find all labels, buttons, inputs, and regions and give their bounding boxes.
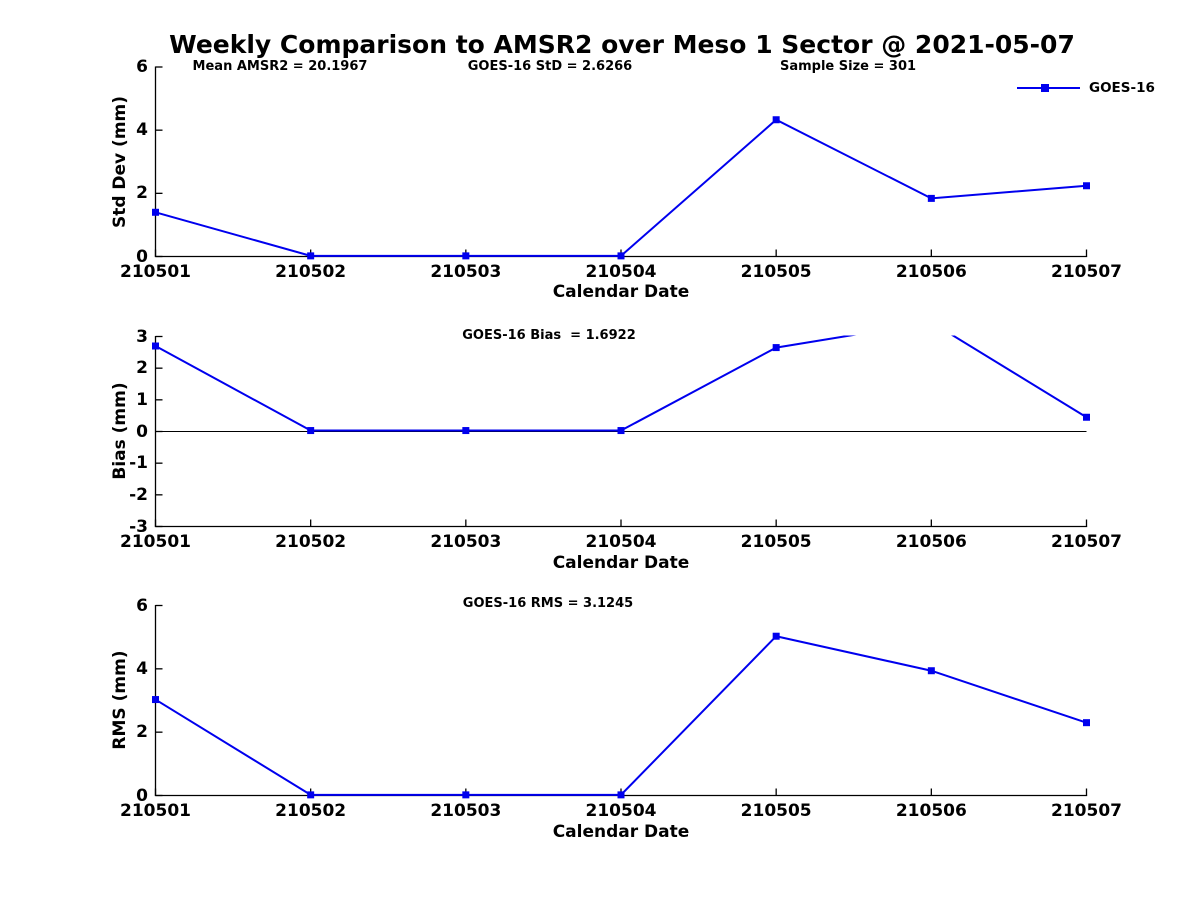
- x-tick-label: 210505: [740, 261, 812, 282]
- y-tick-label: 0: [136, 246, 148, 267]
- x-tick-label: 210506: [895, 531, 967, 552]
- y-tick-label: 6: [136, 57, 148, 77]
- x-tick-label: 210501: [120, 531, 191, 552]
- legend-line-marker-icon: [1017, 84, 1080, 92]
- x-tick-label: 210504: [585, 800, 657, 821]
- y-tick-label: 2: [136, 358, 148, 379]
- x-tick-label: 210507: [1051, 531, 1122, 552]
- x-axis-label-1: Calendar Date: [552, 282, 690, 302]
- data-point-marker: [772, 344, 780, 352]
- data-point-marker: [772, 632, 780, 640]
- annotation-goes16-bias: GOES-16 Bias = 1.6922: [462, 328, 636, 343]
- y-tick-label: 6: [136, 595, 148, 616]
- x-tick-label: 210503: [430, 261, 502, 282]
- y-tick-label: 1: [136, 389, 148, 410]
- x-tick-label: 210506: [895, 261, 967, 282]
- legend-label: GOES-16: [1089, 80, 1155, 96]
- series-line-goes-16: [154, 635, 1087, 796]
- legend: GOES-16: [1016, 80, 1155, 96]
- x-tick-label: 210505: [740, 800, 812, 821]
- y-tick-label: 0: [136, 785, 148, 806]
- x-tick-label: 210506: [895, 800, 967, 821]
- data-point-marker: [617, 791, 625, 799]
- x-axis-label-3: Calendar Date: [552, 822, 690, 842]
- y-tick-label: 3: [136, 326, 148, 347]
- x-tick-label: 210501: [120, 261, 191, 282]
- x-tick-label: 210503: [430, 531, 502, 552]
- x-tick-label: 210505: [740, 531, 812, 552]
- data-point-marker: [772, 116, 780, 124]
- y-tick-label: 4: [136, 120, 148, 141]
- x-tick-label: 210504: [585, 261, 657, 282]
- data-point-marker: [1083, 719, 1090, 727]
- data-point-marker: [307, 791, 315, 799]
- data-point-marker: [152, 342, 159, 350]
- subplot-2: [152, 335, 1090, 528]
- data-point-marker: [307, 427, 315, 435]
- data-point-marker: [462, 427, 470, 435]
- y-tick-label: 2: [136, 722, 148, 743]
- x-tick-label: 210507: [1051, 800, 1122, 821]
- x-tick-label: 210507: [1051, 261, 1122, 282]
- y-tick-label: 2: [136, 183, 148, 204]
- data-point-marker: [927, 667, 935, 675]
- data-point-marker: [307, 252, 315, 260]
- data-point-marker: [1083, 413, 1090, 421]
- x-tick-label: 210502: [275, 531, 347, 552]
- subplot-3: [152, 604, 1090, 799]
- annotation-goes16-rms: GOES-16 RMS = 3.1245: [462, 596, 634, 611]
- x-tick-label: 210501: [120, 800, 191, 821]
- subplot-1: [152, 66, 1090, 260]
- data-point-marker: [927, 194, 935, 202]
- annotation-mean-amsr2: Mean AMSR2 = 20.1967: [192, 59, 368, 74]
- y-tick-label: -2: [129, 484, 148, 505]
- x-tick-label: 210503: [430, 800, 502, 821]
- x-tick-label: 210502: [275, 261, 347, 282]
- data-point-marker: [617, 427, 625, 435]
- data-point-marker: [617, 252, 625, 260]
- data-point-marker: [1083, 182, 1090, 190]
- data-point-marker: [152, 208, 159, 216]
- y-tick-label: -1: [129, 453, 148, 474]
- data-point-marker: [152, 696, 159, 704]
- annotation-goes16-std: GOES-16 StD = 2.6266: [467, 59, 633, 74]
- series-line-goes-16: [155, 118, 1087, 257]
- y-tick-label: -3: [129, 516, 148, 537]
- annotation-sample-size: Sample Size = 301: [779, 59, 917, 74]
- x-axis-label-2: Calendar Date: [552, 553, 690, 573]
- y-tick-label: 4: [136, 658, 148, 679]
- y-tick-label: 0: [136, 421, 148, 442]
- data-point-marker: [462, 791, 470, 799]
- chart-title: Weekly Comparison to AMSR2 over Meso 1 S…: [169, 30, 1075, 59]
- y-axis-label-stddev: Std Dev (mm): [110, 95, 130, 229]
- x-tick-label: 210504: [585, 531, 657, 552]
- x-tick-label: 210502: [275, 800, 347, 821]
- data-point-marker: [462, 252, 470, 260]
